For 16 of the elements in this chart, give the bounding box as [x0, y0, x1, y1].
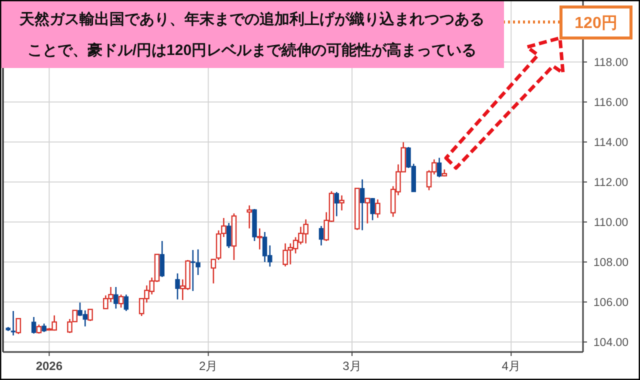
annotation: ことで、豪ドル/円は120円レベルまで続伸の可能性が高まっている — [27, 41, 477, 59]
y-tick-label: 118.00 — [594, 57, 628, 69]
y-tick-label: 112.00 — [594, 177, 628, 189]
y-tick-label: 108.00 — [593, 257, 629, 269]
annotation-box: 天然ガス輸出国であり、年末までの追加利上げが織り込まれつつある ことで、豪ドル/円は120円レベルまで続伸の可能性が高まっている — [0, 0, 504, 68]
y-tick-label: 106.00 — [593, 297, 629, 309]
annotation: 天然ガス輸出国であり、年末までの追加利上げが織り込まれつつある — [18, 11, 484, 28]
x-tick-label: 2月 — [198, 359, 218, 373]
y-tick-label: 110.00 — [594, 217, 628, 229]
x-tick-label: 4月 — [502, 359, 520, 373]
x-tick-label: 2026 — [36, 359, 63, 373]
y-tick-label: 116.00 — [594, 97, 628, 109]
y-tick-label: 104.00 — [593, 337, 629, 349]
x-tick-label: 3月 — [342, 359, 362, 373]
ref-line-label: 120円 — [574, 15, 618, 32]
y-tick-label: 114.00 — [594, 137, 628, 149]
